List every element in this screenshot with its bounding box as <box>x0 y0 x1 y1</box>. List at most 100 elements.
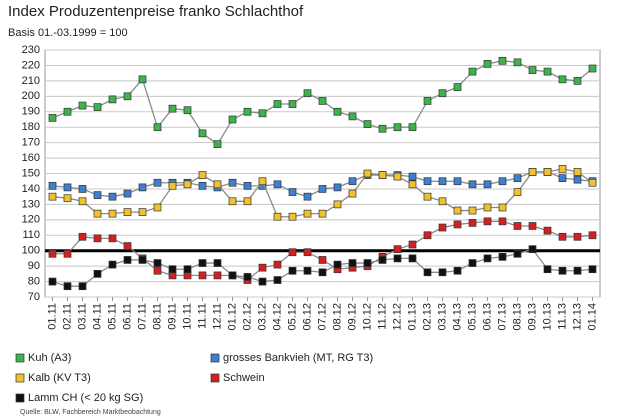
point-marker <box>183 106 192 115</box>
point-marker <box>513 188 522 196</box>
point-marker <box>393 172 402 181</box>
point-marker <box>93 103 102 111</box>
point-marker <box>468 259 477 267</box>
y-tick-label: 200 <box>22 90 40 102</box>
y-tick-label: 90 <box>28 260 40 272</box>
x-tick-label: 07.11 <box>136 303 148 330</box>
point-marker <box>558 75 567 84</box>
point-marker <box>243 107 252 116</box>
point-marker <box>363 169 372 178</box>
point-marker <box>558 232 567 241</box>
point-marker <box>228 271 237 280</box>
point-marker <box>453 206 462 215</box>
point-marker <box>408 172 417 181</box>
point-marker <box>63 107 72 116</box>
point-marker <box>288 266 297 275</box>
point-marker <box>108 95 117 104</box>
point-marker <box>483 60 492 68</box>
point-marker <box>198 271 207 280</box>
point-marker <box>468 219 477 227</box>
point-marker <box>108 192 117 201</box>
x-tick-label: 12.11 <box>211 303 223 330</box>
point-marker <box>453 266 462 275</box>
series-line <box>52 248 593 287</box>
point-marker <box>543 226 552 235</box>
point-marker <box>198 259 207 267</box>
point-marker <box>78 282 87 291</box>
point-marker <box>123 208 132 216</box>
x-tick-label: 01.12 <box>226 303 238 331</box>
point-marker <box>393 123 402 132</box>
point-marker <box>168 182 177 190</box>
x-tick-label: 10.11 <box>181 303 193 330</box>
point-marker <box>423 97 432 105</box>
point-marker <box>303 89 312 98</box>
point-marker <box>588 64 597 73</box>
point-marker <box>303 209 312 218</box>
point-marker <box>573 175 582 184</box>
x-tick-label: 10.13 <box>541 303 553 331</box>
x-tick-label: 01.13 <box>406 303 418 331</box>
point-marker <box>453 220 462 229</box>
x-tick-label: 08.11 <box>151 303 163 330</box>
point-marker <box>363 120 372 128</box>
legend-label: grosses Bankvieh (MT, RG T3) <box>223 352 373 364</box>
point-marker <box>528 222 537 230</box>
point-marker <box>183 265 192 274</box>
point-marker <box>513 174 522 182</box>
point-marker <box>378 171 387 179</box>
point-marker <box>438 268 447 277</box>
legend-label: Kuh (A3) <box>28 352 71 364</box>
point-marker <box>513 249 522 258</box>
legend-swatch <box>210 373 220 383</box>
point-marker <box>63 194 72 203</box>
point-marker <box>63 183 72 192</box>
x-tick-label: 02.13 <box>421 303 433 331</box>
point-marker <box>108 209 117 218</box>
x-tick-label: 04.11 <box>91 303 103 330</box>
point-marker <box>408 123 417 132</box>
point-marker <box>213 271 222 280</box>
point-marker <box>228 178 237 187</box>
point-marker <box>318 256 327 264</box>
point-marker <box>138 256 147 264</box>
point-marker <box>303 248 312 257</box>
point-marker <box>378 124 387 133</box>
point-marker <box>423 268 432 277</box>
point-marker <box>273 212 282 221</box>
y-tick-label: 170 <box>22 137 40 149</box>
point-marker <box>558 266 567 275</box>
legend-swatch <box>15 353 25 363</box>
y-tick-label: 140 <box>22 183 40 195</box>
point-marker <box>408 180 417 189</box>
point-marker <box>48 192 57 201</box>
point-marker <box>558 165 567 173</box>
point-marker <box>138 208 147 216</box>
x-tick-label: 12.13 <box>571 303 583 331</box>
y-tick-label: 220 <box>22 59 40 71</box>
point-marker <box>498 177 507 186</box>
point-marker <box>243 273 252 281</box>
x-tick-label: 01.11 <box>46 303 58 330</box>
legend-swatch <box>15 393 25 403</box>
point-marker <box>63 282 72 291</box>
x-tick-label: 06.13 <box>481 303 493 331</box>
x-tick-label: 09.11 <box>166 303 178 330</box>
point-marker <box>48 114 57 122</box>
point-marker <box>453 177 462 186</box>
y-tick-label: 110 <box>22 229 40 241</box>
point-marker <box>378 256 387 264</box>
x-tick-label: 04.13 <box>451 303 463 331</box>
x-tick-label: 11.11 <box>196 303 208 329</box>
point-marker <box>93 269 102 278</box>
x-tick-label: 09.12 <box>346 303 358 331</box>
point-marker <box>108 234 117 243</box>
point-marker <box>423 231 432 240</box>
series-line <box>52 168 593 218</box>
point-marker <box>288 248 297 257</box>
point-marker <box>78 185 87 193</box>
point-marker <box>573 77 582 85</box>
y-tick-label: 70 <box>28 291 40 303</box>
legend-swatch <box>210 353 220 363</box>
